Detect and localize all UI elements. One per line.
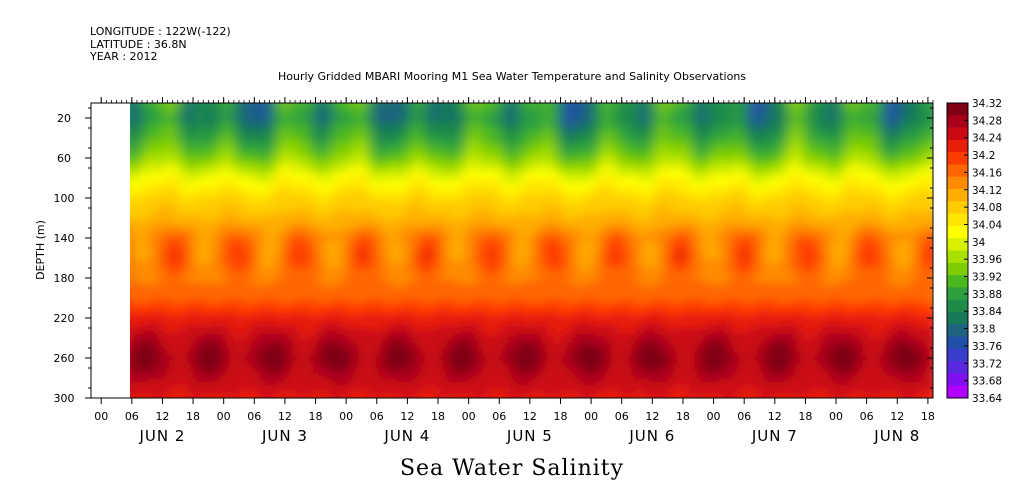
colorbar-label: 34.32 bbox=[972, 98, 1002, 110]
x-tick-label: 00 bbox=[584, 410, 598, 423]
x-day-label: JUN 2 bbox=[138, 427, 185, 445]
x-tick-label: 00 bbox=[217, 410, 231, 423]
x-tick-label: 06 bbox=[125, 410, 139, 423]
colorbar-swatch bbox=[947, 373, 968, 386]
colorbar-label: 33.92 bbox=[972, 272, 1002, 284]
x-tick-label: 06 bbox=[492, 410, 506, 423]
colorbar-swatch bbox=[947, 152, 968, 165]
colorbar-label: 34.16 bbox=[972, 167, 1002, 179]
colorbar: 34.32 34.28 34.24 34.2 34.16 34.12 34.08 34.04 3… bbox=[947, 98, 1002, 405]
x-tick-label: 06 bbox=[737, 410, 751, 423]
colorbar-swatch bbox=[947, 337, 968, 350]
colorbar-swatch bbox=[947, 238, 968, 251]
x-tick-label: 18 bbox=[553, 410, 567, 423]
colorbar-swatch bbox=[947, 189, 968, 202]
x-tick-label: 18 bbox=[798, 410, 812, 423]
colorbar-swatch bbox=[947, 201, 968, 214]
x-day-label: JUN 5 bbox=[506, 427, 553, 445]
colorbar-swatch bbox=[947, 386, 968, 399]
colorbar-label: 33.88 bbox=[972, 289, 1002, 301]
colorbar-swatch bbox=[947, 115, 968, 128]
colorbar-label: 34.24 bbox=[972, 133, 1002, 145]
colorbar-label: 33.84 bbox=[972, 306, 1002, 318]
x-day-label: JUN 7 bbox=[751, 427, 798, 445]
colorbar-label: 33.8 bbox=[972, 324, 995, 336]
y-tick-label: 260 bbox=[54, 352, 75, 365]
colorbar-label: 33.72 bbox=[972, 358, 1002, 370]
colorbar-label: 34 bbox=[972, 237, 986, 249]
colorbar-swatch bbox=[947, 128, 968, 141]
salinity-field bbox=[116, 97, 942, 407]
x-tick-label: 00 bbox=[707, 410, 721, 423]
colorbar-swatch bbox=[947, 324, 968, 337]
x-tick-label: 00 bbox=[829, 410, 843, 423]
colorbar-swatch bbox=[947, 312, 968, 325]
colorbar-swatch bbox=[947, 349, 968, 362]
x-tick-label: 06 bbox=[860, 410, 874, 423]
colorbar-label: 34.12 bbox=[972, 185, 1002, 197]
colorbar-label: 33.96 bbox=[972, 254, 1002, 266]
colorbar-swatch bbox=[947, 164, 968, 177]
x-tick-label: 12 bbox=[400, 410, 414, 423]
y-axis-label: DEPTH (m) bbox=[34, 220, 47, 280]
chart-subtitle: Sea Water Salinity bbox=[400, 456, 624, 481]
colorbar-swatch bbox=[947, 263, 968, 276]
colorbar-label: 34.28 bbox=[972, 115, 1002, 127]
colorbar-swatch bbox=[947, 140, 968, 153]
colorbar-label: 33.64 bbox=[972, 393, 1002, 405]
x-tick-label: 12 bbox=[278, 410, 292, 423]
y-tick-label: 100 bbox=[54, 192, 75, 205]
x-day-label: JUN 8 bbox=[873, 427, 920, 445]
colorbar-swatch bbox=[947, 251, 968, 264]
x-tick-label: 00 bbox=[94, 410, 108, 423]
longitude-label: LONGITUDE : 122W(-122) bbox=[90, 25, 231, 38]
colorbar-label: 34.04 bbox=[972, 219, 1002, 231]
x-tick-label: 18 bbox=[186, 410, 200, 423]
y-tick-label: 220 bbox=[54, 312, 75, 325]
colorbar-swatch bbox=[947, 226, 968, 239]
year-label: YEAR : 2012 bbox=[89, 50, 158, 63]
x-tick-label: 12 bbox=[645, 410, 659, 423]
colorbar-label: 33.68 bbox=[972, 376, 1002, 388]
x-day-label: JUN 3 bbox=[261, 427, 308, 445]
x-tick-label: 06 bbox=[370, 410, 384, 423]
colorbar-swatch bbox=[947, 300, 968, 313]
x-tick-label: 00 bbox=[462, 410, 476, 423]
x-tick-label: 18 bbox=[309, 410, 323, 423]
y-tick-label: 300 bbox=[54, 392, 75, 405]
colorbar-swatch bbox=[947, 177, 968, 190]
colorbar-swatch bbox=[947, 103, 968, 116]
x-tick-label: 12 bbox=[768, 410, 782, 423]
x-tick-label: 12 bbox=[155, 410, 169, 423]
colorbar-label: 34.08 bbox=[972, 202, 1002, 214]
y-tick-label: 140 bbox=[54, 232, 75, 245]
y-tick-label: 180 bbox=[54, 272, 75, 285]
x-tick-label: 00 bbox=[339, 410, 353, 423]
x-tick-label: 18 bbox=[431, 410, 445, 423]
salinity-chart: LONGITUDE : 122W(-122) LATITUDE : 36.8N … bbox=[0, 0, 1009, 504]
x-tick-label: 12 bbox=[890, 410, 904, 423]
x-tick-label: 12 bbox=[523, 410, 537, 423]
x-tick-label: 06 bbox=[615, 410, 629, 423]
x-tick-label: 18 bbox=[676, 410, 690, 423]
colorbar-label: 33.76 bbox=[972, 341, 1002, 353]
x-tick-label: 06 bbox=[247, 410, 261, 423]
y-tick-label: 60 bbox=[57, 152, 71, 165]
x-day-label: JUN 4 bbox=[383, 427, 430, 445]
y-tick-label: 20 bbox=[57, 112, 71, 125]
x-day-label: JUN 6 bbox=[628, 427, 675, 445]
colorbar-label: 34.2 bbox=[972, 150, 995, 162]
x-tick-label: 18 bbox=[921, 410, 935, 423]
chart-title: Hourly Gridded MBARI Mooring M1 Sea Wate… bbox=[278, 70, 746, 83]
